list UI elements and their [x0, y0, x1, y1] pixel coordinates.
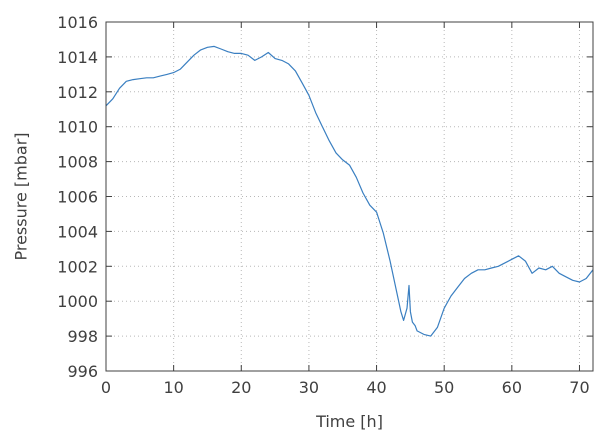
y-tick-label: 1014	[57, 48, 98, 67]
y-tick-label: 1002	[57, 257, 98, 276]
x-tick-label: 0	[101, 378, 111, 397]
x-tick-label: 70	[569, 378, 589, 397]
tick-labels: 0 10 20 30 40 50 60 70 996 998 1000 1002 1004 1006 100…	[57, 13, 589, 397]
x-tick-label: 50	[434, 378, 454, 397]
series-layer	[105, 45, 594, 337]
x-tick-label: 10	[163, 378, 183, 397]
y-tick-label: 1012	[57, 83, 98, 102]
y-tick-label: 1016	[57, 13, 98, 32]
x-tick-label: 20	[231, 378, 251, 397]
y-tick-label: 998	[67, 327, 98, 346]
x-axis-label: Time [h]	[315, 412, 383, 431]
grid	[106, 22, 593, 371]
y-tick-label: 1000	[57, 292, 98, 311]
x-tick-label: 60	[502, 378, 522, 397]
x-tick-label: 40	[366, 378, 386, 397]
ticks	[105, 21, 593, 372]
pressure-series-line	[105, 45, 594, 337]
y-tick-label: 996	[67, 362, 98, 381]
plot-frame	[105, 21, 594, 372]
y-tick-label: 1010	[57, 118, 98, 137]
x-tick-label: 30	[299, 378, 319, 397]
y-tick-label: 1008	[57, 153, 98, 172]
y-tick-label: 1006	[57, 188, 98, 207]
y-tick-label: 1004	[57, 222, 98, 241]
y-axis-label: Pressure [mbar]	[12, 132, 31, 260]
